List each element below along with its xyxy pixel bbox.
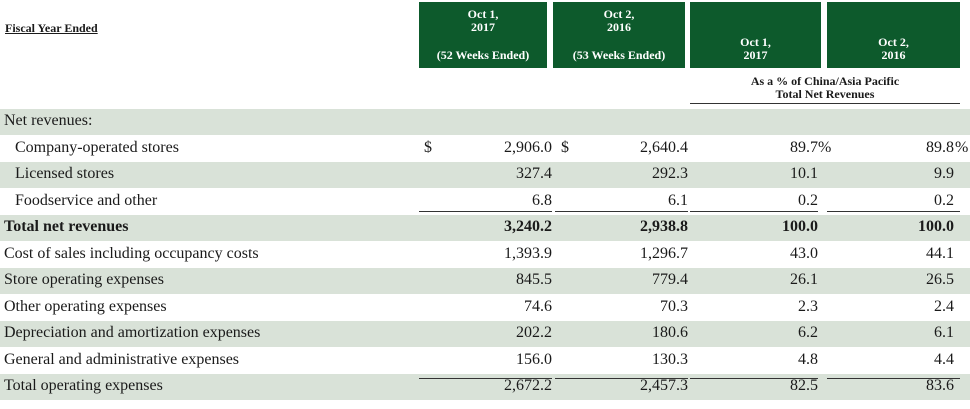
table-row: Licensed stores 327.4 292.3 10.1 9.9 (0, 162, 970, 188)
value-cell: 82.5 (790, 377, 818, 394)
subtotal-rule (827, 211, 960, 212)
col-header-2016-weeks: Oct 2, 2016 (53 Weeks Ended) (553, 2, 685, 68)
value-cell: 2,457.3 (640, 377, 688, 394)
col-header-2017-weeks: Oct 1, 2017 (52 Weeks Ended) (419, 2, 547, 68)
value-cell: 2,906.0 (504, 138, 552, 156)
table-row: Cost of sales including occupancy costs 1… (0, 242, 970, 268)
value-cell: 6.8 (532, 191, 552, 209)
col-header-date: Oct 1, 2017 (740, 35, 771, 62)
percent-suffix: % (955, 138, 969, 156)
row-label: Store operating expenses (4, 271, 164, 288)
value-cell: 89.8 (926, 138, 954, 156)
value-cell: 6.1 (668, 191, 688, 209)
table-row: General and administrative expenses 156.0… (0, 348, 970, 374)
currency-symbol: $ (424, 138, 432, 156)
total-rule (827, 378, 960, 379)
value-cell: 26.5 (926, 271, 954, 288)
value-cell: 89.7 (790, 138, 818, 156)
table-row: Net revenues: (0, 109, 970, 135)
value-cell: 845.5 (516, 271, 552, 288)
row-label: General and administrative expenses (4, 350, 240, 368)
value-cell: 9.9 (934, 165, 954, 182)
table-row: Depreciation and amortization expenses 20… (0, 321, 970, 347)
value-cell: 70.3 (660, 297, 688, 315)
table-row: Other operating expenses 74.6 70.3 2.3 2.4 (0, 295, 970, 321)
value-cell: 6.2 (798, 324, 818, 341)
value-cell: 2,938.8 (640, 218, 688, 235)
row-label: Licensed stores (15, 165, 115, 182)
value-cell: 4.4 (934, 350, 954, 368)
value-cell: 779.4 (652, 271, 688, 288)
subtotal-rule (690, 211, 818, 212)
value-cell: 1,393.9 (504, 244, 552, 262)
value-cell: 292.3 (652, 165, 688, 182)
value-cell: 83.6 (926, 377, 954, 394)
value-cell: 327.4 (516, 165, 552, 182)
value-cell: 3,240.2 (504, 218, 552, 235)
value-cell: 74.6 (524, 297, 552, 315)
value-cell: 6.1 (934, 324, 954, 341)
total-rule (555, 378, 688, 379)
pct-caption: As a % of China/Asia Pacific Total Net R… (750, 74, 900, 101)
value-cell: 100.0 (918, 218, 954, 235)
value-cell: 0.2 (798, 191, 818, 209)
col-header-date: Oct 2, 2016 (603, 7, 635, 34)
row-label: Total net revenues (4, 218, 129, 235)
value-cell: 4.8 (798, 350, 818, 368)
subtotal-rule (419, 211, 552, 212)
col-header-weeks: (53 Weeks Ended) (572, 48, 666, 62)
percent-suffix: % (818, 138, 832, 156)
col-header-2017-pct: Oct 1, 2017 (690, 2, 821, 68)
value-cell: 202.2 (516, 324, 552, 341)
col-header-2016-pct: Oct 2, 2016 (827, 2, 960, 68)
value-cell: 44.1 (926, 244, 954, 262)
row-label: Foodservice and other (15, 191, 158, 209)
value-cell: 2.3 (798, 297, 818, 315)
subtotal-rule (555, 211, 688, 212)
pct-caption-rule (690, 103, 960, 104)
value-cell: 26.1 (790, 271, 818, 288)
value-cell: 156.0 (516, 350, 552, 368)
currency-symbol: $ (561, 138, 569, 156)
row-label: Company-operated stores (15, 138, 179, 156)
col-header-date: Oct 2, 2016 (878, 35, 909, 62)
value-cell: 10.1 (790, 165, 818, 182)
value-cell: 43.0 (790, 244, 818, 262)
row-label: Depreciation and amortization expenses (4, 324, 261, 341)
row-label: Total operating expenses (4, 377, 163, 394)
table-row: Company-operated stores $ $2,906.0 2,640.4 8… (0, 136, 970, 162)
table-row: Store operating expenses 845.5 779.4 26.1 26… (0, 268, 970, 294)
row-label: Other operating expenses (4, 297, 167, 315)
col-header-date: Oct 1, 2017 (467, 7, 499, 34)
total-rule (690, 378, 818, 379)
value-cell: 130.3 (652, 350, 688, 368)
table-row: Total net revenues 3,240.2 2,938.8 100.0 100… (0, 215, 970, 241)
row-label: Net revenues: (4, 112, 93, 129)
value-cell: 2,672.2 (504, 377, 552, 394)
value-cell: 100.0 (782, 218, 818, 235)
value-cell: 180.6 (652, 324, 688, 341)
col-header-weeks: (52 Weeks Ended) (436, 48, 530, 62)
value-cell: 2.4 (934, 297, 954, 315)
table-row: Foodservice and other 6.8 6.1 0.2 0.2 (0, 189, 970, 215)
value-cell: 1,296.7 (640, 244, 688, 262)
row-label: Cost of sales including occupancy costs (4, 244, 259, 262)
fiscal-year-label: Fiscal Year Ended (5, 21, 98, 35)
value-cell: 0.2 (934, 191, 954, 209)
total-rule (419, 378, 552, 379)
value-cell: 2,640.4 (640, 138, 688, 156)
